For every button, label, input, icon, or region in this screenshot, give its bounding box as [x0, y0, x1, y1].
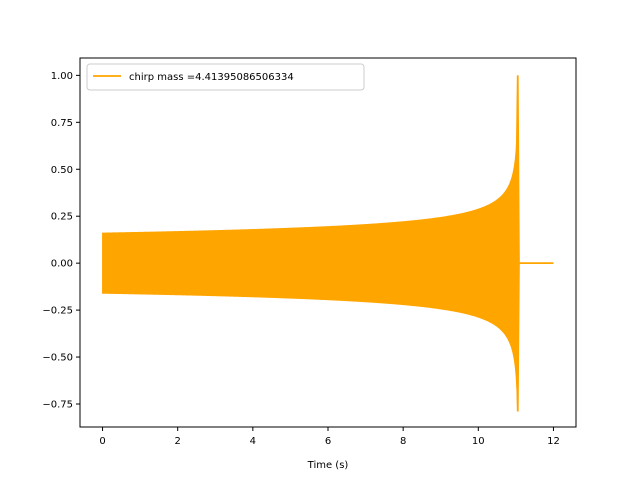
y-tick-label: −0.75: [42, 399, 73, 410]
x-tick-label: 8: [400, 436, 406, 447]
y-tick-label: 0.75: [51, 118, 73, 129]
x-tick-label: 10: [472, 436, 485, 447]
y-tick-label: −0.50: [42, 353, 73, 364]
x-tick-label: 2: [175, 436, 181, 447]
x-axis-label: Time (s): [307, 460, 349, 471]
y-tick-label: −0.25: [42, 306, 73, 317]
y-tick-label: 0.25: [51, 212, 73, 223]
x-tick-label: 4: [250, 436, 256, 447]
x-tick-label: 0: [99, 436, 105, 447]
x-axis: 0 2 4 6 8 10 12: [99, 427, 560, 447]
x-tick-label: 12: [547, 436, 560, 447]
legend-label: chirp mass =4.41395086506334: [129, 72, 294, 83]
x-tick-label: 6: [325, 436, 331, 447]
plot-area: [102, 75, 554, 412]
y-tick-label: 0.50: [51, 165, 73, 176]
y-axis: −0.75 −0.50 −0.25 0.00 0.25 0.50 0.75 1.00: [42, 71, 80, 410]
legend-box: [86, 63, 365, 91]
legend: chirp mass =4.41395086506334: [86, 63, 365, 91]
y-tick-label: 1.00: [51, 71, 73, 82]
y-tick-label: 0.00: [51, 259, 73, 270]
